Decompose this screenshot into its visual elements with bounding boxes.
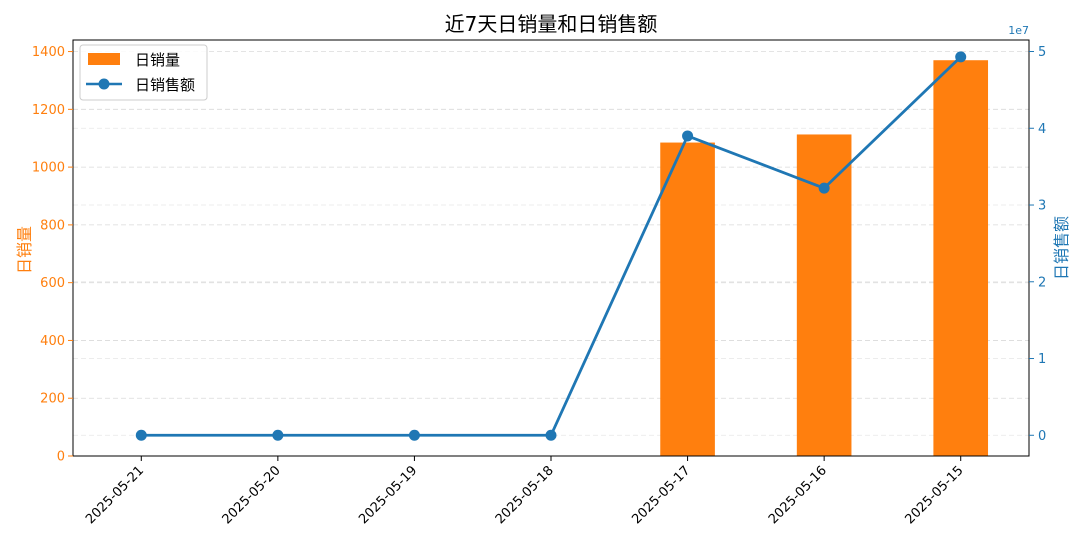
x-tick-label: 2025-05-15: [903, 463, 967, 527]
right-axis-label: 日销售额: [1052, 216, 1071, 280]
x-tick-label: 2025-05-21: [83, 463, 147, 527]
x-tick-label: 2025-05-20: [220, 463, 284, 527]
right-tick-label: 4: [1038, 122, 1046, 137]
x-tick-label: 2025-05-17: [629, 463, 693, 527]
left-tick-label: 800: [40, 218, 65, 233]
legend-label-sales-volume: 日销量: [135, 51, 180, 69]
point-2025-05-21: [135, 429, 147, 441]
right-axis: 0 1 2 3 4 5: [1029, 45, 1046, 444]
line-series: [135, 51, 967, 441]
right-tick-label: 0: [1038, 429, 1046, 444]
point-2025-05-20: [272, 429, 284, 441]
plot-frame: [72, 39, 1030, 457]
legend-label-sales-amount: 日销售额: [135, 76, 195, 94]
bar-2025-05-17: [660, 142, 715, 457]
right-tick-label: 2: [1038, 275, 1046, 290]
left-tick-label: 600: [40, 276, 65, 291]
right-axis-offset: 1e7: [1008, 24, 1029, 37]
point-2025-05-17: [682, 130, 694, 142]
point-2025-05-18: [545, 429, 557, 441]
left-tick-label: 1000: [32, 161, 65, 176]
x-tick-label: 2025-05-16: [766, 463, 830, 527]
legend-swatch-bar: [88, 53, 120, 65]
left-tick-label: 200: [40, 392, 65, 407]
bar-2025-05-15: [933, 60, 989, 456]
x-tick-label: 2025-05-19: [356, 463, 420, 527]
left-axis: 0 200 400 600 800 1000 1200 1400: [32, 45, 73, 465]
left-tick-label: 400: [40, 334, 65, 349]
bar-series: [660, 60, 989, 457]
point-2025-05-15: [955, 51, 967, 63]
left-tick-label: 0: [57, 450, 65, 465]
right-tick-label: 1: [1038, 352, 1046, 367]
left-tick-label: 1200: [32, 103, 65, 118]
x-axis: 2025-05-21 2025-05-20 2025-05-19 2025-05-18…: [83, 456, 967, 527]
grid: [73, 51, 1029, 457]
chart-title: 近7天日销量和日销售额: [445, 12, 658, 36]
legend: 日销量 日销售额: [79, 44, 208, 101]
right-tick-label: 3: [1038, 199, 1046, 214]
legend-swatch-marker: [98, 78, 110, 90]
point-2025-05-16: [818, 182, 830, 194]
left-axis-label: 日销量: [15, 226, 34, 274]
right-tick-label: 5: [1038, 45, 1046, 60]
x-tick-label: 2025-05-18: [493, 463, 557, 527]
point-2025-05-19: [408, 429, 420, 441]
left-tick-label: 1400: [32, 45, 65, 60]
